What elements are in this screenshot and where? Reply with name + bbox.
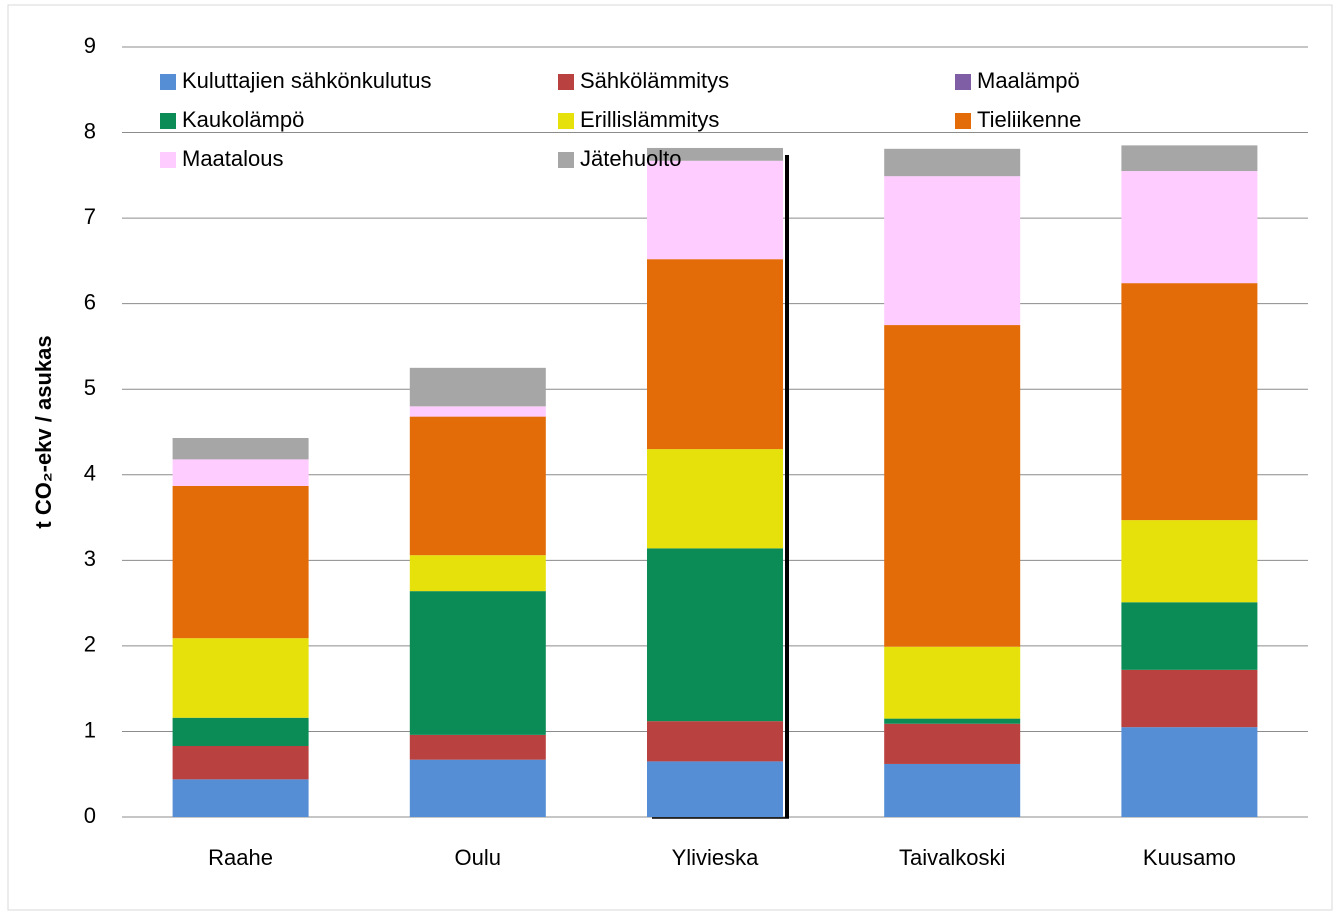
- bar-segment: [1121, 283, 1258, 521]
- bar-segment: [172, 745, 309, 780]
- bar-segment: [647, 721, 783, 762]
- y-tick-label: 0: [84, 803, 96, 828]
- y-axis-label: t CO₂-ekv / asukas: [31, 335, 56, 528]
- bar-segment: [884, 325, 1021, 647]
- y-tick-label: 5: [84, 375, 96, 400]
- legend-swatch: [160, 113, 176, 129]
- legend-label: Erillislämmitys: [580, 107, 719, 132]
- legend-label: Sähkölämmitys: [580, 68, 729, 93]
- bar-segment: [409, 406, 546, 417]
- bar-segment: [1121, 520, 1258, 603]
- bar-segment: [172, 638, 309, 718]
- legend-label: Kaukolämpö: [182, 107, 304, 132]
- bar-segment: [647, 160, 783, 260]
- bar-segment: [884, 718, 1021, 724]
- y-tick-label: 7: [84, 204, 96, 229]
- y-tick-label: 9: [84, 33, 96, 58]
- legend-swatch: [955, 113, 971, 129]
- bar-segment: [1121, 602, 1258, 670]
- bar-segment: [1121, 669, 1258, 728]
- bar-segment: [409, 367, 546, 407]
- y-tick-label: 3: [84, 546, 96, 571]
- bar-segment: [1121, 171, 1258, 284]
- legend-label: Kuluttajien sähkönkulutus: [182, 68, 432, 93]
- bar-segment: [647, 548, 783, 722]
- y-tick-label: 6: [84, 289, 96, 314]
- x-tick-label: Ylivieska: [672, 845, 760, 870]
- bar-segment: [647, 449, 783, 549]
- bar-segment: [884, 646, 1021, 719]
- x-tick-label: Kuusamo: [1143, 845, 1236, 870]
- bar-segment: [647, 259, 783, 450]
- legend-label: Jätehuolto: [580, 146, 682, 171]
- legend-swatch: [558, 152, 574, 168]
- legend-swatch: [160, 74, 176, 90]
- bar-segment: [884, 176, 1021, 326]
- legend-label: Tieliikenne: [977, 107, 1081, 132]
- legend-swatch: [160, 152, 176, 168]
- x-tick-label: Oulu: [455, 845, 501, 870]
- y-tick-label: 1: [84, 717, 96, 742]
- bar-segment: [172, 459, 309, 486]
- bar-segment: [409, 555, 546, 592]
- bar-segment: [172, 779, 309, 817]
- bar-segment: [409, 759, 546, 817]
- x-tick-label: Taivalkoski: [899, 845, 1005, 870]
- y-tick-label: 4: [84, 461, 96, 486]
- bar-segment: [647, 147, 783, 161]
- x-tick-label: Raahe: [208, 845, 273, 870]
- bar-segment: [884, 723, 1021, 764]
- bar-segment: [409, 591, 546, 735]
- bar-segment: [884, 763, 1021, 817]
- bar-segment: [884, 148, 1021, 177]
- bar-segment: [647, 761, 783, 817]
- bar-segment: [409, 734, 546, 760]
- bar-segment: [172, 485, 309, 639]
- legend-swatch: [558, 74, 574, 90]
- legend-swatch: [955, 74, 971, 90]
- y-tick-label: 2: [84, 632, 96, 657]
- legend-swatch: [558, 113, 574, 129]
- bar-segment: [1121, 145, 1258, 172]
- legend-label: Maalämpö: [977, 68, 1080, 93]
- bar-segment: [172, 717, 309, 746]
- y-tick-label: 8: [84, 118, 96, 143]
- bar-segment: [172, 437, 309, 460]
- legend-label: Maatalous: [182, 146, 284, 171]
- bar-segment: [409, 416, 546, 556]
- bar-segment: [1121, 727, 1258, 817]
